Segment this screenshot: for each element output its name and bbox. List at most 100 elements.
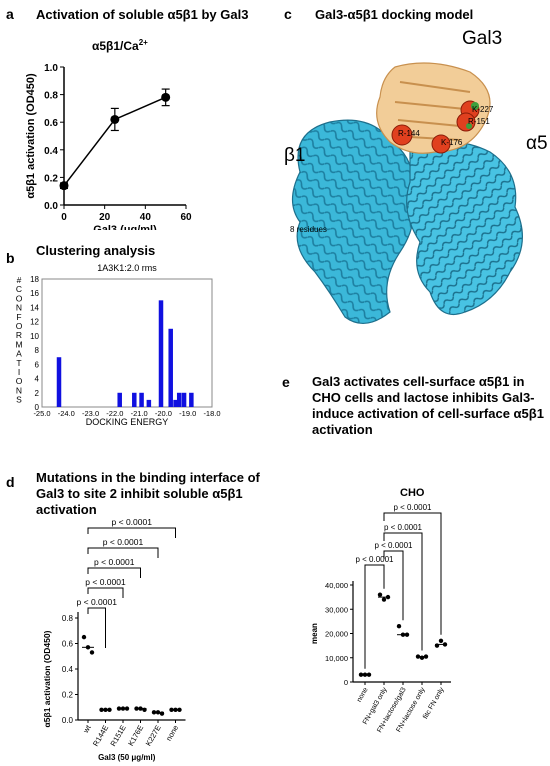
y-tick-label: 18 [30,275,39,284]
panel-e-title-line: Gal3 activates cell-surface α5β1 in [312,374,525,389]
chart-inner-title: 1A3K1:2.0 rms [97,263,157,273]
x-tick-label: K176E [126,724,145,748]
x-axis-label: Gal3 (50 μg/ml) [98,753,156,762]
y-axis-label-char: I [18,367,20,377]
data-point [81,634,87,640]
significance-bracket [87,587,124,598]
y-tick-label: 2 [35,389,40,398]
histogram-bar [173,399,178,407]
y-axis-label: mean [310,623,319,644]
significance-bracket [87,607,106,648]
data-point [59,181,69,191]
x-tick-label: 60 [180,212,192,223]
y-axis-label-char: M [15,339,22,349]
y-tick-label: 8 [35,346,40,355]
alpha5-label: α5 [526,133,548,154]
panel-e-title: Gal3 activates cell-surface α5β1 in CHO … [312,374,544,438]
panel-a-subtitle-text: α5β1/Ca [92,39,139,53]
x-tick-label: -19.0 [179,409,196,418]
plot-frame [41,278,213,408]
significance-bracket [383,532,423,651]
panel-a-subtitle-sup: 2+ [138,38,148,47]
y-tick-label: 4 [35,375,40,384]
p-value-label: p < 0.0001 [85,577,126,587]
x-tick-label: 40 [140,212,152,223]
y-tick-label: 40,000 [325,581,348,590]
p-value-label: p < 0.0001 [374,541,413,550]
gap-label: 8 residues [290,225,327,234]
y-axis-label-char: F [16,312,21,322]
beta1-label: β1 [284,145,306,166]
significance-bracket [87,547,159,558]
p-value-label: p < 0.0001 [94,557,135,567]
panel-e-title-line: induce activation of cell-surface α5β1 [312,406,544,421]
x-tick-label: 0 [61,212,67,223]
r151-label: R-151 [468,117,490,126]
data-point [110,114,120,124]
y-axis-label-char: O [16,321,23,331]
y-tick-label: 0.4 [62,665,74,674]
panel-b-bar-chart: 1A3K1:2.0 rms 0 2 4 6 8 10 12 14 16 18 -25.0 -24.0 -2… [15,263,220,427]
histogram-bar [176,392,182,407]
panel-a-subtitle: α5β1/Ca2+ [92,38,148,53]
histogram-bar [117,392,122,407]
y-tick-label: 10,000 [325,654,348,663]
x-tick-label: K227E [144,724,163,748]
y-axis-label-char: O [16,293,23,303]
x-tick-label: R151E [108,724,127,748]
data-point [377,592,383,597]
histogram-bar [146,399,152,407]
p-value-label: p < 0.0001 [355,555,394,564]
y-axis-label-char: C [16,284,22,294]
panel-d-letter: d [6,474,15,490]
y-axis-label-char: N [16,385,22,395]
y-axis-label-char: A [16,349,22,359]
x-tick-label: -21.0 [131,409,148,418]
data-point [381,597,387,602]
y-axis-label-char: S [16,395,22,405]
gal3-label: Gal3 [462,28,503,49]
alpha5-subunit-ribbon [406,141,524,316]
histogram-bar [181,392,187,407]
y-axis-label-char: # [17,275,22,285]
y-tick-label: 0 [35,403,40,412]
y-tick-label: 0.8 [44,91,58,102]
k227-label: K-227 [472,105,494,114]
panel-e-title-line: CHO cells and lactose inhibits Gal3- [312,390,535,405]
y-tick-label: 20,000 [325,630,348,639]
x-tick-label: -22.0 [106,409,123,418]
beta1-subunit-ribbon [291,119,414,324]
p-value-label: p < 0.0001 [384,523,423,532]
x-tick-label: -20.0 [155,409,172,418]
panel-e-inner-title: CHO [400,487,425,499]
panel-c-letter: c [284,6,292,22]
y-axis-label-char: N [16,303,22,313]
panel-a-line-chart: 0.0 0.2 0.4 0.6 0.8 1.0 0 20 40 60 Gal3 (μg/ml) α5β… [25,63,192,230]
y-tick-label: 0.6 [44,118,58,129]
panel-e-title-line: activation [312,422,373,437]
y-axis-label: α5β1 activation (OD450) [25,73,37,199]
panel-d-title: Mutations in the binding interface of Ga… [36,470,260,518]
y-tick-label: 0.8 [62,614,74,623]
y-tick-label: 0 [344,678,348,687]
y-tick-label: 1.0 [44,63,58,74]
histogram-bar [139,392,144,407]
x-tick-label: -25.0 [33,409,50,418]
histogram-bar [56,357,62,407]
panel-a-letter: a [6,6,14,22]
histogram-bar [158,300,164,407]
panel-d-title-line: activation [36,502,97,517]
y-tick-label: 0.4 [44,146,58,157]
histogram-bar [132,392,137,407]
y-tick-label: 0.6 [62,640,74,649]
x-tick-label: -23.0 [82,409,99,418]
panel-d-title-line: Gal3 to site 2 inhibit soluble α5β1 [36,486,243,501]
r144-label: R-144 [398,129,420,138]
panel-e-letter: e [282,374,290,390]
histogram-bar [189,392,194,407]
y-tick-label: 0.0 [62,716,74,725]
y-tick-label: 10 [30,332,39,341]
x-tick-label: -18.0 [203,409,220,418]
panel-b-letter: b [6,250,15,266]
